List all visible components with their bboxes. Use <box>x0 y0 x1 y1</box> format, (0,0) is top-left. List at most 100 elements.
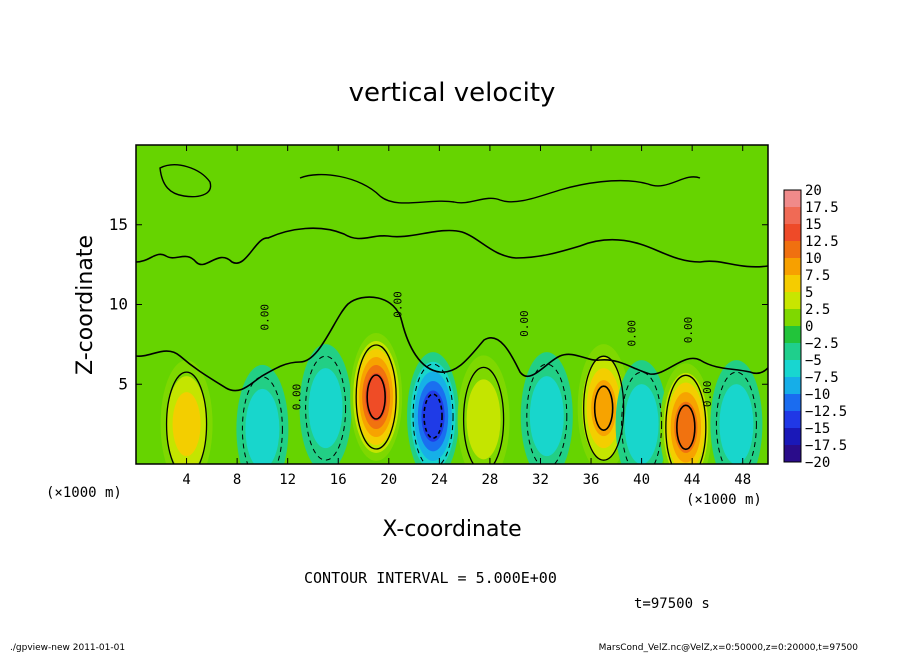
zero-contour-lower <box>136 296 768 392</box>
field-blob <box>245 388 280 464</box>
colorbar-label: −17.5 <box>805 438 847 454</box>
colorbar-label: 20 <box>805 183 822 199</box>
time-label: t=97500 s <box>634 596 710 612</box>
feature-contour-inner <box>593 385 614 431</box>
footer-left: ./gpview-new 2011-01-01 <box>10 643 125 653</box>
field-blob <box>624 384 659 464</box>
colorbar-swatch <box>784 241 801 258</box>
x-axis-label: X-coordinate <box>382 517 521 542</box>
colorbar-swatch <box>784 377 801 394</box>
feature-contour <box>165 371 208 464</box>
colorbar-swatch <box>784 207 801 224</box>
field-blob <box>674 401 698 453</box>
x-axis: 4 8 12 16 20 24 28 32 36 40 44 48 <box>182 145 751 488</box>
field-blob <box>421 390 445 442</box>
field-blob <box>308 368 343 449</box>
colorbar-swatch <box>784 428 801 445</box>
colorbar-label: −2.5 <box>805 336 839 352</box>
x-tick-label: 12 <box>279 472 296 488</box>
contour-value-label: 0.00 <box>625 320 638 347</box>
field-blob <box>466 379 501 460</box>
x-tick-label: 20 <box>380 472 397 488</box>
footer-right: MarsCond_VelZ.nc@VelZ,x=0:50000,z=0:2000… <box>599 643 859 653</box>
colorbar-swatch <box>784 326 801 343</box>
colorbar-swatch <box>784 258 801 275</box>
colorbar-swatch <box>784 343 801 360</box>
colorbar-swatch <box>784 190 801 207</box>
contour-labels: 0.00 0.00 0.00 0.00 0.00 0.00 0.00 <box>259 291 714 410</box>
y-axis-label: Z-coordinate <box>73 235 98 375</box>
contour-interval-note: CONTOUR INTERVAL = 5.000E+00 <box>304 569 557 587</box>
colorbar-label: 10 <box>805 251 822 267</box>
contour-value-label: 0.00 <box>701 381 714 408</box>
zero-contour-top2 <box>299 173 701 204</box>
x-tick-label: 36 <box>583 472 600 488</box>
colorbar-frame <box>783 189 802 463</box>
x-tick-label: 28 <box>481 472 498 488</box>
colorbar-label: −12.5 <box>805 404 847 420</box>
x-tick-label: 16 <box>330 472 347 488</box>
colorbar-label: −5 <box>805 353 822 369</box>
field-blob <box>172 392 201 457</box>
x-tick-label: 48 <box>734 472 751 488</box>
colorbar-label: −15 <box>805 421 830 437</box>
feature-contour <box>715 371 757 464</box>
feature-contour <box>355 344 397 450</box>
feature-contour <box>462 366 505 464</box>
colorbar-swatch <box>784 445 801 462</box>
y-tick-label: 5 <box>118 374 128 393</box>
colorbar-swatch <box>784 224 801 241</box>
colorbar-swatch <box>784 360 801 377</box>
contour-value-label: 0.00 <box>682 317 695 344</box>
contour-value-label: 0.00 <box>391 291 404 318</box>
colorbar-label: 12.5 <box>805 234 839 250</box>
feature-contour <box>241 376 283 464</box>
colorbar-label: 2.5 <box>805 302 830 318</box>
colorbar-swatch <box>784 275 801 292</box>
colorbar-swatch <box>784 309 801 326</box>
feature-contour <box>305 355 347 461</box>
contour-value-label: 0.00 <box>290 384 303 411</box>
x-tick-label: 8 <box>233 472 241 488</box>
colorbar-label: 7.5 <box>805 268 830 284</box>
field-blob <box>529 376 564 457</box>
contour-lines <box>136 164 768 464</box>
x-tick-label: 32 <box>532 472 549 488</box>
feature-contour <box>412 363 454 464</box>
y-tick-label: 15 <box>109 215 128 234</box>
y-tick-label: 10 <box>109 295 128 314</box>
colorbar-label: −10 <box>805 387 830 403</box>
feature-contour-inner <box>676 404 696 451</box>
x-tick-label: 44 <box>684 472 701 488</box>
x-tick-label: 4 <box>182 472 190 488</box>
x-unit-right: (×1000 m) <box>686 492 762 508</box>
colorbar-swatch <box>784 292 801 309</box>
x-unit-left: (×1000 m) <box>46 485 122 501</box>
colorbar-label: −20 <box>805 455 830 471</box>
feature-contour <box>526 363 568 464</box>
feature-contour <box>665 374 707 464</box>
colorbar-swatch <box>784 411 801 428</box>
field-blob <box>719 384 754 464</box>
contour-value-label: 0.00 <box>259 304 272 331</box>
field-blob <box>365 373 388 422</box>
colorbar-label: 5 <box>805 285 813 301</box>
colorbar-label: −7.5 <box>805 370 839 386</box>
feature-contour <box>583 355 625 461</box>
feature-contour-inner <box>366 374 386 420</box>
plot-area: 0.00 0.00 0.00 0.00 0.00 0.00 0.00 <box>135 144 769 465</box>
contour-value-label: 0.00 <box>518 310 531 337</box>
x-tick-label: 24 <box>431 472 448 488</box>
chart-title: vertical velocity <box>349 78 556 108</box>
colorbar-label: 0 <box>805 319 813 335</box>
colorbar-swatch <box>784 394 801 411</box>
y-axis: 5 10 15 <box>109 215 768 393</box>
colorbar: 2017.51512.5107.552.50−2.5−5−7.5−10−12.5… <box>783 183 847 471</box>
feature-contour-inner <box>423 393 443 439</box>
colorbar-label: 17.5 <box>805 200 839 216</box>
zero-contour-top <box>159 164 212 198</box>
x-tick-label: 40 <box>633 472 650 488</box>
colorbar-label: 15 <box>805 217 822 233</box>
zero-contour-upper <box>136 227 768 268</box>
